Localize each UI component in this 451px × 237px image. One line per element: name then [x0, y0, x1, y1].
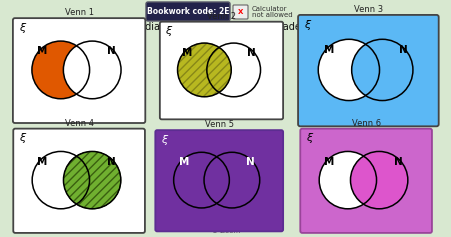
Text: M: M	[37, 46, 47, 56]
FancyBboxPatch shape	[299, 129, 431, 233]
Circle shape	[177, 43, 231, 97]
FancyBboxPatch shape	[160, 22, 282, 119]
Text: M: M	[323, 45, 333, 55]
Circle shape	[32, 151, 89, 209]
Text: ξ: ξ	[165, 26, 171, 36]
Text: N: N	[398, 45, 406, 55]
Text: N: N	[106, 157, 115, 167]
Text: ⊕ Zoom: ⊕ Zoom	[212, 228, 239, 234]
FancyBboxPatch shape	[232, 5, 248, 19]
Text: ξ: ξ	[304, 20, 310, 30]
Title: Venn 6: Venn 6	[351, 119, 380, 128]
FancyBboxPatch shape	[155, 130, 282, 231]
Text: N: N	[107, 46, 115, 56]
FancyBboxPatch shape	[13, 18, 145, 123]
Circle shape	[318, 39, 379, 100]
Circle shape	[350, 151, 407, 209]
Text: X: X	[238, 9, 243, 15]
Circle shape	[350, 151, 407, 209]
Text: M: M	[37, 157, 48, 167]
Text: ξ: ξ	[305, 133, 312, 143]
Circle shape	[318, 151, 376, 209]
Text: In which of the Venn diagrams below does the shaded region represent M’?: In which of the Venn diagrams below does…	[41, 22, 410, 32]
Title: Venn 5: Venn 5	[204, 120, 233, 129]
Title: Venn 4: Venn 4	[64, 119, 93, 128]
Text: M: M	[324, 157, 334, 167]
Text: Bookwork code: 2E: Bookwork code: 2E	[147, 7, 229, 16]
Text: ξ: ξ	[19, 133, 25, 143]
Title: Venn 1: Venn 1	[64, 8, 93, 17]
Text: M: M	[178, 157, 189, 167]
Title: Venn 2: Venn 2	[207, 12, 235, 21]
Text: Calculator: Calculator	[252, 6, 287, 12]
FancyBboxPatch shape	[13, 129, 145, 233]
FancyBboxPatch shape	[297, 15, 438, 126]
FancyBboxPatch shape	[146, 2, 230, 21]
Text: M: M	[182, 48, 193, 58]
Circle shape	[351, 39, 412, 100]
Text: ξ: ξ	[19, 23, 25, 33]
Circle shape	[63, 151, 120, 209]
Text: N: N	[246, 48, 255, 58]
Title: Venn 3: Venn 3	[353, 5, 382, 14]
Circle shape	[63, 41, 121, 99]
Text: ξ: ξ	[161, 135, 167, 145]
Circle shape	[63, 151, 120, 209]
Text: N: N	[393, 157, 402, 167]
Text: N: N	[245, 157, 254, 167]
Text: not allowed: not allowed	[252, 12, 292, 18]
Circle shape	[32, 41, 89, 99]
